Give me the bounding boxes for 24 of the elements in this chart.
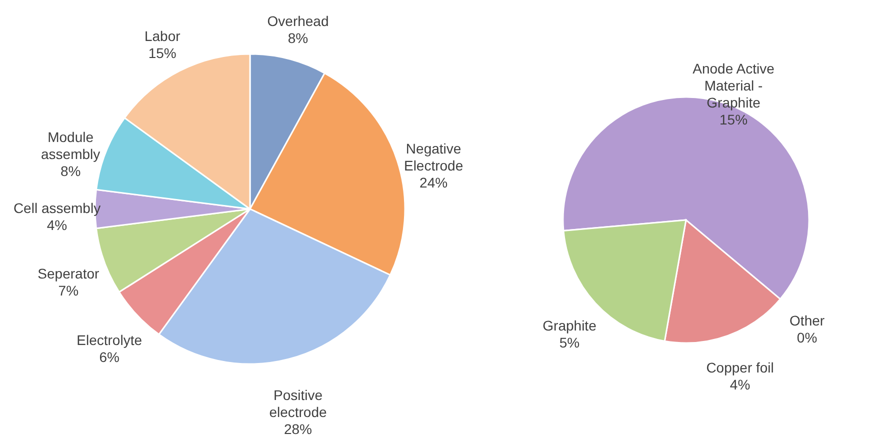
data-label: 6% <box>99 349 120 366</box>
category-label: Other <box>790 312 825 329</box>
data-label: 7% <box>58 282 79 298</box>
data-label: 5% <box>559 334 580 351</box>
data-label: 28% <box>284 420 312 437</box>
data-label: 15% <box>719 111 748 128</box>
data-label: 15% <box>148 45 176 62</box>
slice-label: Copper foil <box>706 359 774 376</box>
slice-label: Electrolyte <box>76 332 142 348</box>
data-label: 4% <box>730 376 750 392</box>
slice-label: Labor <box>144 28 181 44</box>
data-label: 8% <box>288 30 308 46</box>
slice-label: Negative Electrode <box>404 140 464 174</box>
slice-label: Overhead <box>267 13 329 30</box>
slice-label: Graphite <box>542 318 597 334</box>
slice-label: Seperator <box>38 265 100 282</box>
slice-label: Cell assembly <box>13 200 101 216</box>
data-label: 24% <box>420 174 448 190</box>
slice-label: Positive electrode <box>269 386 328 420</box>
slice-label: Anode Active Material - Graphite <box>692 60 775 110</box>
data-label: 4% <box>46 217 68 233</box>
data-label: 8% <box>60 162 81 179</box>
text: 0% <box>796 330 818 346</box>
slice-label: Module assembly <box>40 128 100 162</box>
